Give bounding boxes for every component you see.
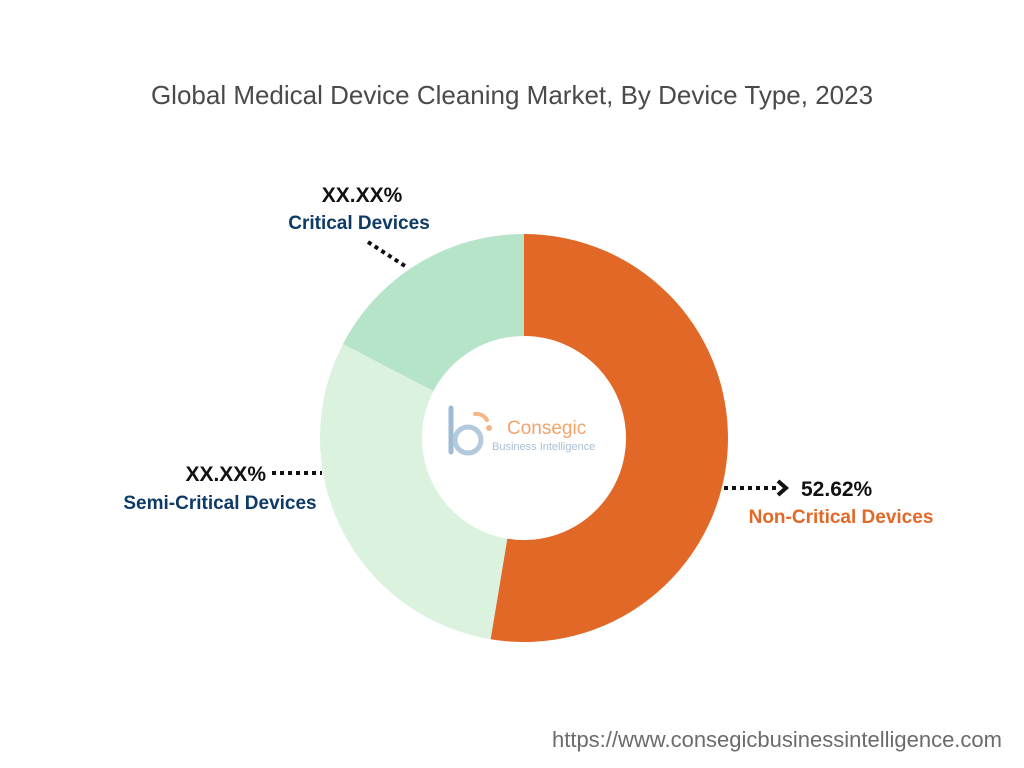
semi-critical-name-label: Semi-Critical Devices [123, 493, 316, 514]
slice-non-critical-devices [490, 234, 728, 642]
non-critical-name-label: Non-Critical Devices [749, 507, 934, 528]
non-critical-arrow-icon [776, 479, 790, 497]
slice-group [319, 234, 728, 642]
critical-name-label: Critical Devices [288, 213, 430, 234]
logo-name: Consegic [507, 418, 586, 439]
critical-leader-line [366, 240, 410, 270]
logo-tagline: Business Intelligence [492, 441, 595, 453]
slice-critical-devices [342, 234, 524, 392]
critical-percent-label: XX.XX% [322, 184, 403, 207]
chart-title: Global Medical Device Cleaning Market, B… [150, 80, 874, 110]
consegic-logo-icon [448, 405, 492, 456]
footer-url: https://www.consegicbusinessintelligence… [551, 727, 1002, 752]
non-critical-percent-label: 52.62% [801, 478, 873, 501]
semi-critical-percent-label: XX.XX% [185, 463, 266, 486]
slice-semi-critical-devices [319, 344, 508, 640]
